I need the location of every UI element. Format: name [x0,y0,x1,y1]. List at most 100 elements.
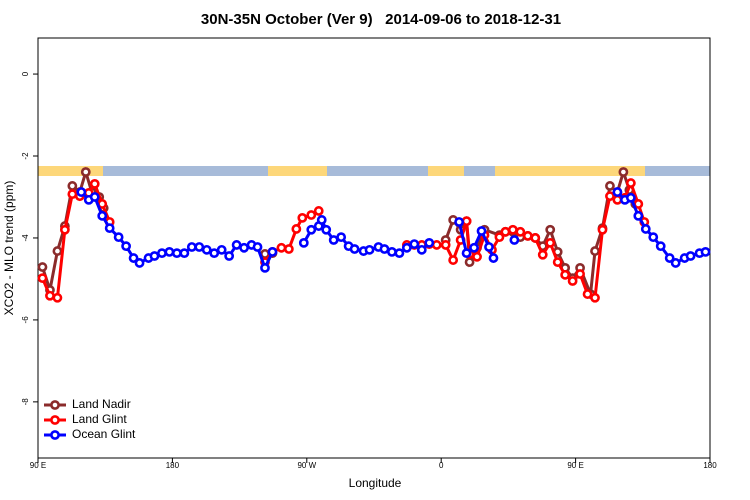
point [469,242,479,253]
point [625,192,636,203]
point [80,167,91,177]
point [179,248,190,259]
point [239,242,249,253]
plot-frame [37,37,711,459]
point [515,226,526,237]
point [605,181,615,191]
point [655,241,666,252]
point [379,244,390,254]
point [500,226,511,237]
point [283,244,294,254]
point [349,244,360,254]
point [37,273,48,284]
point [537,249,548,260]
point [216,244,227,255]
point [328,235,339,245]
point [387,246,397,257]
land-band [38,166,103,176]
point [316,215,327,225]
legend-marker [50,415,60,425]
point [298,237,309,248]
point [605,191,615,202]
point [267,246,278,257]
point [640,224,651,234]
point [440,240,451,250]
point [464,257,475,268]
point [530,233,541,243]
point [409,239,420,250]
point [260,262,270,273]
land-band [495,166,645,176]
point [291,224,302,234]
point [45,290,55,301]
chart-title: 30N-35N October (Ver 9) 2014-09-06 to 20… [201,11,561,28]
y-tick-label: -4 [21,234,30,242]
land-band [268,166,327,176]
point [89,192,100,202]
point [664,253,675,263]
point [97,210,108,221]
point [306,210,317,220]
point [567,276,578,286]
x-tick-label: 0 [439,461,444,470]
point [612,187,623,197]
point [431,240,442,250]
point [52,292,63,303]
point [416,244,427,255]
x-tick-label: 180 [703,461,717,470]
ocean-band [38,166,710,176]
legend-marker [50,400,60,410]
point [67,181,78,191]
point [625,178,636,188]
point [113,232,124,243]
point [590,292,600,303]
legend-label: Land Glint [72,412,127,426]
point [509,235,520,245]
point [37,262,48,272]
point [306,224,317,235]
point [522,231,533,241]
point [670,258,681,268]
point [364,244,375,255]
point [186,242,197,252]
y-axis-label: XCO2 - MLO trend (ppm) [2,181,16,316]
point [461,216,472,227]
point [313,206,324,216]
point [231,240,242,250]
point [157,248,167,259]
point [597,224,608,235]
point [424,237,435,248]
x-tick-label: 180 [166,461,180,470]
x-axis-label: Longitude [349,476,402,490]
point [59,224,70,235]
point [618,167,629,177]
point [612,194,623,205]
land-band [428,166,464,176]
x-tick-label: 90 W [297,461,316,470]
point [394,248,405,259]
point [252,242,263,252]
point [545,237,556,248]
x-tick-label: 90 E [30,461,46,470]
point [633,210,644,221]
y-tick-label: -6 [21,316,30,324]
x-tick-label: 90 E [567,461,583,470]
point [454,217,465,227]
point [209,248,220,259]
point [134,258,145,268]
point [648,232,659,243]
point [104,223,115,234]
point [552,257,563,268]
point [336,232,347,243]
point [545,224,556,235]
point [484,242,494,252]
point [590,246,600,256]
point [685,251,696,261]
point [67,189,78,200]
point [128,253,139,263]
point [164,246,175,257]
y-tick-label: -8 [21,398,30,406]
point [297,212,308,223]
